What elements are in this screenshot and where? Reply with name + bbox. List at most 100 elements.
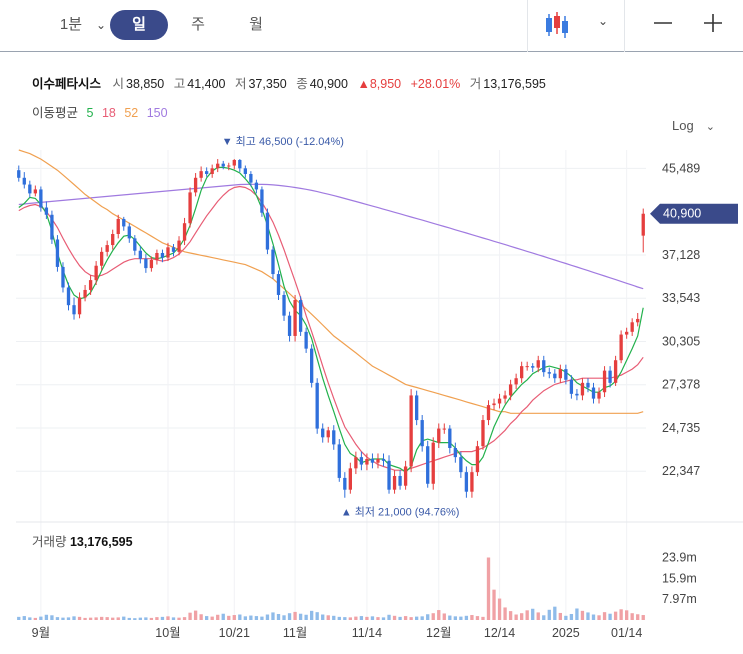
volume-bar [100, 616, 104, 620]
toolbar: 1분 ⌄ 일 주 월 ⌄ [0, 0, 743, 52]
candle-body [630, 322, 634, 332]
candle-body [144, 258, 148, 269]
volume-bar [348, 617, 352, 620]
zoom-out-button[interactable] [648, 8, 678, 38]
volume-bar [50, 615, 54, 620]
volume-bar [387, 614, 391, 620]
candle-body [149, 259, 154, 269]
x-tick-label: 11/14 [352, 626, 382, 640]
candle-body [398, 475, 402, 486]
volume-bar [420, 616, 424, 620]
candle-body [580, 382, 585, 396]
volume-bar [216, 614, 220, 620]
candle-body [370, 458, 375, 463]
volume-bar [459, 616, 463, 620]
candle-body [415, 395, 419, 421]
volume-bar [210, 616, 214, 620]
candle-body [464, 472, 469, 492]
candle-body [205, 171, 209, 174]
candlestick-icon [546, 12, 568, 38]
change-value: 8,950 [369, 77, 402, 91]
volume-bar [453, 616, 457, 620]
volume-bar [503, 607, 507, 620]
volume-bar [553, 606, 557, 620]
candle-body [310, 348, 314, 383]
low-label: 저 [234, 77, 247, 91]
volume-bar [298, 613, 303, 620]
volume-bar [437, 610, 441, 620]
open-label: 시 [112, 77, 125, 91]
volume-bar [542, 615, 546, 620]
x-tick-label: 01/14 [611, 626, 642, 640]
volume-bar [569, 613, 574, 620]
x-tick-label: 10/21 [219, 626, 250, 640]
interval-week-tab[interactable]: 주 [191, 16, 205, 33]
candle-body [608, 370, 612, 383]
candle-body [503, 395, 507, 399]
volume-bar [122, 616, 126, 620]
candle-body [591, 387, 596, 399]
volume-bar [116, 617, 120, 620]
volume-bar [188, 612, 192, 620]
candle-body [199, 171, 203, 178]
interval-minute-label: 1분 [59, 16, 83, 33]
candle-body [265, 212, 270, 250]
volume-bar [254, 616, 259, 620]
candle-body [271, 249, 275, 275]
low-value: 37,350 [248, 77, 287, 91]
volume-bar [613, 611, 618, 620]
volume-bar [475, 616, 480, 620]
candle-body [569, 379, 574, 394]
interval-minute-dropdown[interactable]: 1분 ⌄ [36, 10, 106, 40]
volume-bar [227, 615, 231, 620]
interval-month-tab[interactable]: 월 [249, 16, 263, 33]
volume-bar [171, 617, 176, 620]
zoom-in-button[interactable] [698, 8, 728, 38]
candle-body [470, 472, 474, 492]
ma-period-18: 18 [101, 106, 116, 120]
candle-body [282, 294, 286, 316]
interval-day-tab[interactable]: 일 [110, 10, 168, 40]
volume-bar [497, 598, 502, 620]
volume-bar [602, 612, 607, 620]
candle-body [127, 226, 131, 239]
volume-bar [166, 616, 170, 620]
candle-body [44, 207, 49, 215]
chart-type-dropdown[interactable]: ⌄ [540, 8, 620, 42]
candle-body [88, 280, 93, 290]
volume-bar [492, 589, 496, 620]
candle-body [94, 265, 98, 281]
candle-body [315, 382, 319, 429]
volume-bar [182, 617, 187, 620]
volume-bar [525, 610, 529, 620]
volume-bar [205, 616, 209, 620]
volume-bar [381, 617, 386, 620]
candle-body [155, 252, 159, 260]
candle-body [55, 239, 60, 267]
candle-body [61, 266, 65, 288]
candle-body [531, 366, 535, 368]
volume-bar [464, 615, 469, 620]
candle-body [492, 403, 496, 406]
volume-bar [625, 610, 629, 620]
volume-tick-label: 7.97m [662, 592, 697, 606]
candle-body [536, 360, 540, 368]
low-annotation: ▲ 최저 21,000 (94.76%) [341, 506, 460, 519]
x-tick-label: 9월 [32, 626, 50, 640]
volume-bar [193, 610, 198, 620]
volume-bar [77, 616, 82, 620]
candle-body [326, 430, 330, 438]
candle-body [232, 159, 236, 166]
scale-dropdown[interactable]: Log ⌄ [672, 118, 715, 133]
candle-body [321, 428, 325, 438]
volume-bar [608, 613, 612, 620]
current-price-tag [650, 203, 738, 224]
volume-bar [28, 617, 32, 620]
candle-body [332, 430, 336, 445]
candle-body [354, 457, 358, 469]
candle-body [227, 165, 231, 167]
volume-bar [415, 616, 419, 620]
volume-bar [337, 616, 341, 620]
candle-body [33, 189, 37, 194]
